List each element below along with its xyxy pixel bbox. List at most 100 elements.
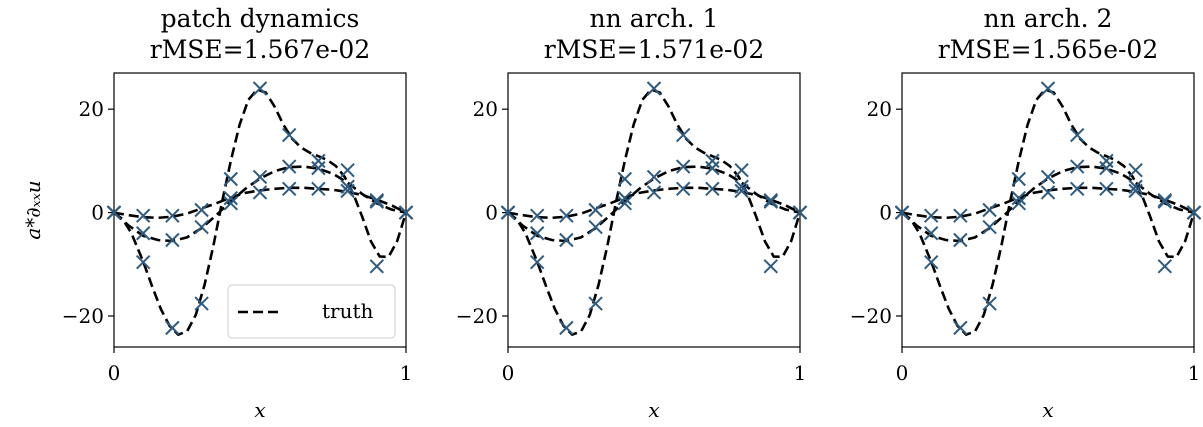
marker-stroke [734, 179, 749, 194]
sample-marker [252, 185, 268, 200]
sample-marker [311, 181, 326, 197]
marker-stroke [1128, 162, 1143, 178]
sample-marker [588, 296, 603, 311]
marker-stroke [1157, 192, 1173, 208]
subplot-title: nn arch. 1 [590, 4, 719, 33]
truth-curve-1 [902, 186, 1194, 220]
y-tick-label: −20 [850, 304, 892, 328]
subplot-subtitle: rMSE=1.571e-02 [544, 35, 765, 64]
marker-stroke [252, 81, 268, 96]
marker-stroke [1186, 205, 1202, 220]
marker-stroke [923, 226, 939, 241]
marker-stroke [369, 194, 385, 209]
marker-stroke [1011, 196, 1027, 211]
sample-marker [1157, 194, 1173, 209]
marker-stroke [1157, 259, 1173, 274]
marker-stroke [675, 181, 691, 197]
subplot-title: patch dynamics [161, 4, 360, 33]
sample-marker [617, 190, 633, 206]
marker-stroke [617, 190, 633, 206]
x-axis-label: x [1042, 398, 1053, 422]
marker-stroke [340, 183, 355, 199]
y-tick-label: −20 [62, 304, 104, 328]
sample-marker [1011, 190, 1027, 206]
sample-marker [1069, 159, 1085, 174]
marker-stroke [369, 192, 385, 208]
sample-marker [223, 171, 239, 187]
sample-marker [1128, 179, 1143, 194]
y-tick-label: 0 [879, 201, 892, 225]
marker-stroke [982, 296, 997, 311]
sample-marker [792, 205, 808, 220]
marker-stroke [705, 181, 720, 197]
marker-stroke [953, 232, 968, 248]
sample-marker [1069, 181, 1085, 197]
axes-frame [901, 72, 1195, 348]
sample-marker [369, 194, 385, 209]
sample-marker [500, 205, 516, 220]
sample-marker [763, 192, 779, 208]
marker-stroke [646, 81, 662, 96]
legend-label: truth [322, 299, 374, 323]
x-tick-label: 0 [502, 361, 515, 385]
marker-stroke [559, 208, 574, 223]
sample-marker [1099, 181, 1114, 197]
sample-marker [675, 159, 691, 174]
sample-marker [646, 185, 662, 200]
marker-stroke [194, 202, 209, 218]
sample-marker [559, 208, 574, 223]
sample-marker [1099, 153, 1114, 169]
sample-marker [646, 81, 662, 96]
sample-marker [194, 202, 209, 218]
marker-stroke [1128, 179, 1143, 194]
x-axis-label: x [648, 398, 659, 422]
sample-marker [165, 320, 180, 336]
sample-marker [1011, 196, 1027, 211]
sample-marker [398, 205, 414, 220]
marker-stroke [982, 219, 997, 235]
marker-stroke [369, 259, 385, 274]
sample-marker [923, 208, 939, 223]
truth-curve-1 [114, 186, 406, 220]
marker-stroke [646, 185, 662, 200]
sample-marker [734, 162, 749, 178]
marker-stroke [1011, 171, 1027, 187]
y-tick-label: 0 [91, 201, 104, 225]
marker-stroke [529, 208, 545, 223]
sample-marker [252, 81, 268, 96]
y-tick-label: 20 [473, 97, 498, 121]
sample-marker [1011, 171, 1027, 187]
y-tick-label: 0 [485, 201, 498, 225]
x-tick-label: 0 [896, 361, 909, 385]
marker-stroke [223, 196, 239, 211]
marker-stroke [1069, 127, 1085, 143]
subplot-title: nn arch. 2 [984, 4, 1113, 33]
marker-stroke [953, 208, 968, 223]
marker-stroke [675, 127, 691, 143]
sample-marker [559, 232, 574, 248]
marker-stroke [982, 202, 997, 218]
sample-marker [281, 127, 297, 143]
marker-stroke [559, 320, 574, 336]
sample-marker [705, 153, 720, 169]
sample-marker [675, 127, 691, 143]
marker-stroke [135, 255, 151, 270]
marker-stroke [559, 232, 574, 248]
marker-stroke [281, 127, 297, 143]
marker-stroke [165, 232, 180, 248]
marker-stroke [1011, 190, 1027, 206]
marker-stroke [734, 162, 749, 178]
marker-stroke [763, 192, 779, 208]
sample-marker [1099, 160, 1114, 176]
x-tick-label: 1 [400, 361, 413, 385]
sample-marker [646, 169, 662, 185]
sample-marker [165, 208, 180, 223]
marker-stroke [1040, 81, 1056, 96]
marker-stroke [500, 205, 516, 220]
marker-stroke [588, 202, 603, 218]
sample-marker [340, 183, 355, 199]
x-tick-label: 1 [1188, 361, 1201, 385]
marker-stroke [135, 226, 151, 241]
marker-stroke [165, 320, 180, 336]
marker-stroke [675, 159, 691, 174]
